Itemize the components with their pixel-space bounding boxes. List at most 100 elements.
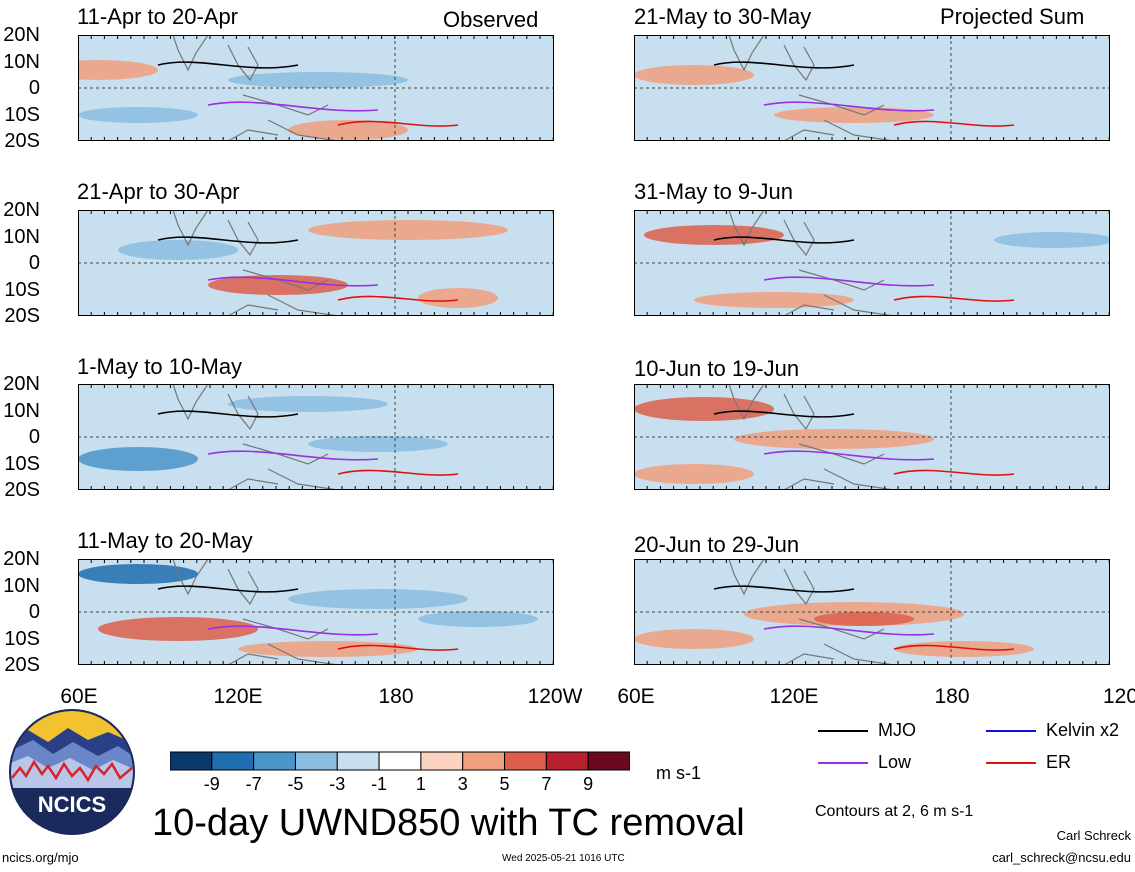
contour-line — [207, 625, 379, 636]
legend-label-mjo: MJO — [878, 720, 916, 740]
colorbar-swatch — [336, 751, 380, 771]
contour-line — [337, 469, 459, 476]
panel-title-7: 10-Jun to 19-Jun — [634, 356, 800, 381]
anomaly-shading — [408, 87, 548, 103]
lat-label: 20S — [4, 479, 40, 501]
panel-title-5: 21-May to 30-May — [634, 4, 812, 29]
footer-email[interactable]: carl_schreck@ncsu.edu — [992, 850, 1131, 865]
lon-label-120w-right: 120W — [1103, 686, 1135, 708]
lon-label-180-left: 180 — [378, 685, 414, 708]
legend-label-er: ER — [1046, 752, 1072, 772]
colorbar-swatch — [545, 751, 589, 771]
lat-label: 10N — [3, 225, 40, 248]
panel-title-2: 21-Apr to 30-Apr — [77, 179, 240, 204]
anomaly-shading — [634, 65, 754, 85]
anomaly-shading — [974, 591, 1094, 607]
contour-line — [893, 295, 1015, 302]
lon-label-120e-right: 120E — [769, 685, 819, 708]
contour-line — [157, 585, 299, 593]
legend-label-kelvin: Kelvin x2 — [1046, 720, 1120, 740]
contour-line — [713, 236, 855, 244]
panel-border — [78, 210, 554, 316]
lon-label-120e-left: 120E — [213, 685, 263, 708]
map-panel-8 — [634, 559, 1110, 665]
anomaly-shading — [288, 589, 468, 609]
contour-line — [207, 101, 379, 112]
anomaly-shading — [228, 72, 408, 88]
ncics-logo-text: NCICS — [38, 792, 106, 817]
colorbar-units: m s-1 — [656, 763, 701, 783]
contour-line — [763, 450, 935, 461]
contour-line — [763, 101, 935, 112]
colorbar-tick-label: -5 — [287, 774, 304, 794]
map-panel-6 — [634, 210, 1110, 316]
lat-label: 20S — [4, 130, 40, 152]
panel-title-8: 20-Jun to 29-Jun — [634, 532, 800, 557]
contour-line — [893, 120, 1015, 127]
map-panel-3 — [78, 384, 554, 490]
panel-title-3: 1-May to 10-May — [77, 354, 243, 379]
lon-label-60e-right: 60E — [617, 685, 655, 708]
lat-label: 10S — [4, 103, 40, 126]
colorbar-tick-label: -3 — [329, 774, 346, 794]
contour-line — [893, 469, 1015, 476]
anomaly-shading — [418, 288, 498, 308]
lat-label: 10S — [4, 452, 40, 475]
contour-line — [337, 295, 459, 302]
panel-title-6: 31-May to 9-Jun — [634, 179, 793, 204]
anomaly-shading — [644, 225, 784, 245]
lat-label: 10N — [3, 50, 40, 73]
anomaly-shading — [98, 617, 258, 641]
lon-label-180-right: 180 — [934, 685, 970, 708]
map-panel-5 — [634, 35, 1110, 141]
colorbar-tick-label: -9 — [203, 774, 220, 794]
anomaly-shading — [78, 564, 198, 584]
anomaly-shading — [774, 107, 934, 123]
contour-line — [763, 276, 935, 287]
panel-border — [634, 559, 1110, 665]
contour-line — [893, 644, 1015, 651]
colorbar-tick-label: 7 — [541, 774, 552, 794]
lat-label: 10N — [3, 399, 40, 422]
coastline — [172, 35, 339, 141]
colorbar-swatch — [253, 751, 296, 771]
anomaly-shading — [78, 60, 158, 80]
colorbar-swatch — [420, 751, 464, 771]
panel-border — [78, 559, 554, 665]
observed-tag: Observed — [443, 7, 539, 32]
footer-url[interactable]: ncics.org/mjo — [2, 850, 79, 865]
contour-line — [157, 410, 299, 418]
anomaly-shading — [954, 82, 1110, 98]
legend-label-low: Low — [878, 752, 912, 772]
anomaly-shading — [864, 262, 1004, 278]
lat-label: 10S — [4, 627, 40, 650]
colorbar-swatch — [294, 751, 338, 771]
projected-sum-tag: Projected Sum — [940, 4, 1085, 29]
contour-line — [207, 276, 379, 287]
anomaly-shading — [308, 220, 508, 240]
contour-line — [713, 410, 855, 418]
contour-line — [157, 61, 299, 69]
legend-swatch-er — [986, 762, 1036, 764]
contour-line — [713, 585, 855, 593]
map-panel-4 — [78, 559, 554, 665]
colorbar-swatch — [462, 751, 506, 771]
coastline — [728, 384, 895, 490]
map-panel-1 — [78, 35, 554, 141]
anomaly-shading — [228, 396, 388, 412]
colorbar-tick-label: 1 — [415, 774, 426, 794]
panel-title-4: 11-May to 20-May — [77, 528, 253, 553]
contour-line — [337, 120, 459, 127]
ncics-logo: NCICS — [9, 709, 135, 835]
contour-line — [763, 625, 935, 636]
lat-label: 20N — [3, 373, 40, 395]
anomaly-shading — [634, 464, 754, 484]
anomaly-shading — [694, 292, 854, 308]
coastline — [728, 35, 895, 141]
lat-label: 20S — [4, 305, 40, 327]
lat-label: 0 — [28, 77, 40, 99]
anomaly-shading — [238, 641, 418, 657]
legend-swatch-kelvin — [986, 730, 1036, 732]
main-title: 10-day UWND850 with TC removal — [152, 802, 745, 844]
panel-border — [78, 384, 554, 490]
